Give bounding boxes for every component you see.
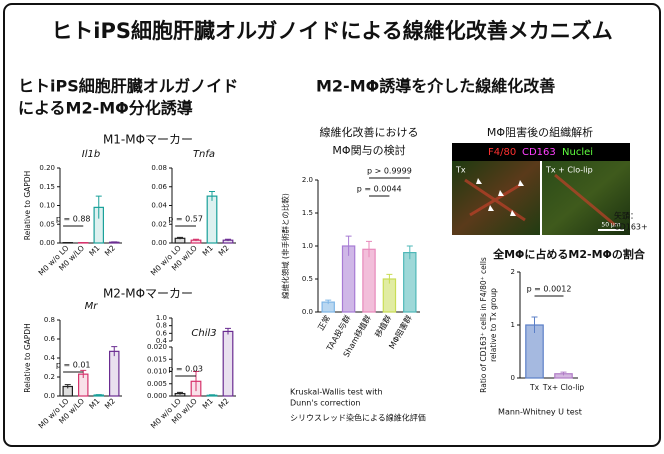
y-tick-label: 0.2 [44,373,55,381]
chart-title: Chil3 [191,328,216,339]
bar [223,331,233,396]
panel-label: Tx + Clo-lip [545,166,593,175]
y-axis-label: relative to Tx group [489,288,498,362]
p-value: p = 0.88 [56,215,91,224]
y-tick-label: 0.6 [156,329,168,337]
chart-title: Mr [85,301,99,312]
section-heading: ヒトiPS細胞肝臓オルガノイド [18,77,238,96]
note: CD163+ [614,223,648,232]
p-value: p = 0.0044 [357,185,402,194]
y-tick-label: 2.0 [302,176,313,184]
p-value: p = 0.57 [168,215,203,224]
y-tick-label: 0.015 [147,355,167,363]
footnote: Mann-Whitney U test [498,408,582,417]
x-tick-label: Tx [529,383,540,392]
y-tick-label: 0.010 [147,368,167,376]
y-tick-label: 0.0 [302,308,313,316]
bar [363,249,375,312]
y-tick-label: 0.15 [39,183,55,191]
y-tick-label: 0.0 [44,392,55,400]
footnote: Kruskal-Wallis test with [290,388,383,397]
y-tick-label: 0.00 [151,239,167,247]
y-tick-label: 0.8 [44,316,55,324]
p-value: p = 0.01 [56,361,91,370]
y-tick-label: 0.02 [151,220,167,228]
chart-title: Il1b [82,149,100,160]
stain-label: F4/80 [488,147,516,158]
chart-subtitle: MΦ関与の検討 [332,143,405,157]
y-tick-label: 0.5 [302,275,313,283]
chart-title: Tnfa [193,149,215,160]
panel-title: MΦ阻害後の組織解析 [487,125,593,139]
y-tick-label: 0.6 [44,335,56,343]
p-value: p = 0.03 [168,365,203,374]
y-tick-label: 1.0 [302,242,313,250]
chart-title: 線維化改善における [320,125,419,139]
y-tick-label: 0.000 [147,392,167,400]
y-tick-label: 0.4 [44,354,56,362]
y-tick-label: 0.4 [156,337,168,345]
y-tick-label: 0.05 [39,220,55,228]
stain-label: CD163 [522,147,556,158]
p-value: p = 0.0012 [527,285,572,294]
y-tick-label: 0.10 [39,202,55,210]
y-axis-label: Relative to GAPDH [23,171,32,240]
y-tick-label: 0.8 [156,322,167,330]
y-axis-label: 線維化領域 (非手術群との比較) [280,193,290,299]
x-tick-label: Tx+ Clo-lip [542,383,585,392]
bar [110,351,119,396]
section-heading: によるM2-MΦ分化誘導 [18,99,193,118]
y-tick-label: 1 [511,321,515,329]
footnote: Dunn's correction [290,399,360,408]
bar [207,196,217,243]
y-tick-label: 0.00 [39,239,55,247]
bar [383,279,395,312]
y-tick-label: 0.06 [151,183,167,191]
y-tick-label: 1.0 [156,314,167,322]
stain-label: Nuclei [562,147,593,158]
y-tick-label: 1.5 [302,209,313,217]
y-tick-label: 0.04 [151,202,167,210]
y-axis-label: Relative to GAPDH [23,323,32,392]
y-tick-label: 0.08 [151,164,167,172]
slide-title: ヒトiPS細胞肝臓オルガノイドによる線維化改善メカニズム [51,19,612,43]
p-value: p > 0.9999 [367,167,412,176]
y-tick-label: 2 [511,268,515,276]
footnote: シリウスレッド染色による線維化評価 [290,413,426,423]
subheading: M2-MΦマーカー [103,287,193,301]
y-tick-label: 0 [511,374,515,382]
note: 矢頭： [614,211,638,221]
chart-title: 全MΦに占めるM2-MΦの割合 [492,247,646,261]
panel-label: Tx [455,166,466,175]
y-axis-label: Ratio of CD163⁺ cells in F4/80⁺ cells [479,257,488,393]
y-tick-label: 0.20 [39,164,55,172]
section-heading: M2-MΦ誘導を介した線維化改善 [316,77,555,96]
bar [404,253,416,312]
y-tick-label: 0.005 [147,380,167,388]
subheading: M1-MΦマーカー [103,133,193,147]
